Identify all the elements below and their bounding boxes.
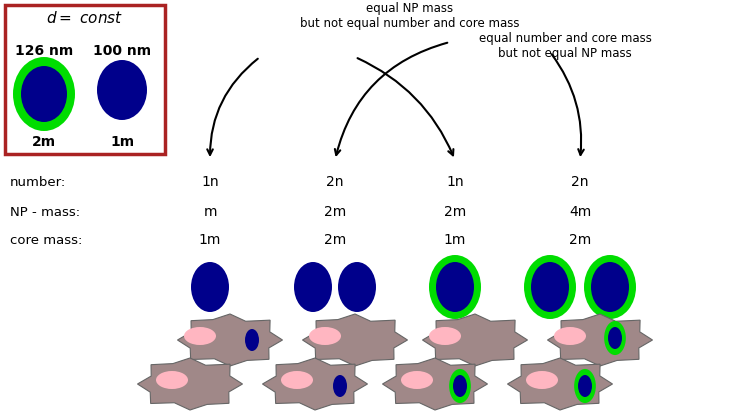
Text: 2n: 2n (326, 175, 344, 189)
Ellipse shape (184, 327, 216, 345)
Ellipse shape (13, 57, 75, 131)
Polygon shape (137, 358, 243, 410)
Ellipse shape (578, 375, 592, 397)
Text: 126 nm: 126 nm (15, 44, 73, 58)
Ellipse shape (338, 262, 376, 312)
Polygon shape (423, 314, 527, 366)
Polygon shape (303, 314, 408, 366)
Text: 1m: 1m (444, 233, 466, 247)
Ellipse shape (245, 329, 259, 351)
Text: equal number and core mass
but not equal NP mass: equal number and core mass but not equal… (478, 32, 651, 60)
Ellipse shape (97, 60, 147, 120)
Text: 2m: 2m (324, 205, 346, 219)
Polygon shape (508, 358, 613, 410)
Ellipse shape (309, 327, 341, 345)
Ellipse shape (21, 66, 67, 122)
Ellipse shape (531, 262, 569, 312)
Ellipse shape (436, 262, 474, 312)
Text: 2m: 2m (444, 205, 466, 219)
Text: number:: number: (10, 176, 66, 189)
Ellipse shape (575, 369, 596, 403)
Ellipse shape (429, 255, 481, 319)
Text: NP - mass:: NP - mass: (10, 206, 80, 218)
Ellipse shape (281, 371, 313, 389)
Ellipse shape (449, 369, 471, 403)
Ellipse shape (524, 255, 576, 319)
Ellipse shape (608, 327, 622, 349)
Ellipse shape (591, 262, 629, 312)
Text: 1n: 1n (446, 175, 464, 189)
Text: 2m: 2m (324, 233, 346, 247)
Ellipse shape (554, 327, 586, 345)
Ellipse shape (584, 255, 636, 319)
Ellipse shape (156, 371, 188, 389)
Ellipse shape (526, 371, 558, 389)
Polygon shape (177, 314, 282, 366)
Text: 4m: 4m (569, 205, 591, 219)
Text: 2n: 2n (572, 175, 589, 189)
Text: equal NP mass
but not equal number and core mass: equal NP mass but not equal number and c… (300, 2, 520, 30)
Text: core mass:: core mass: (10, 234, 83, 246)
Ellipse shape (604, 321, 626, 355)
Text: m: m (204, 205, 217, 219)
Text: 1m: 1m (199, 233, 222, 247)
Text: 1n: 1n (201, 175, 219, 189)
Polygon shape (547, 314, 653, 366)
FancyBboxPatch shape (5, 5, 165, 154)
Polygon shape (263, 358, 367, 410)
Text: $d=\ const$: $d=\ const$ (47, 10, 124, 26)
Ellipse shape (294, 262, 332, 312)
Text: 2m: 2m (32, 135, 56, 149)
Ellipse shape (429, 327, 461, 345)
Text: 2m: 2m (569, 233, 591, 247)
Ellipse shape (191, 262, 229, 312)
Polygon shape (382, 358, 487, 410)
Text: 100 nm: 100 nm (93, 44, 151, 58)
Text: 1m: 1m (110, 135, 134, 149)
Ellipse shape (453, 375, 467, 397)
Ellipse shape (401, 371, 433, 389)
Ellipse shape (333, 375, 347, 397)
